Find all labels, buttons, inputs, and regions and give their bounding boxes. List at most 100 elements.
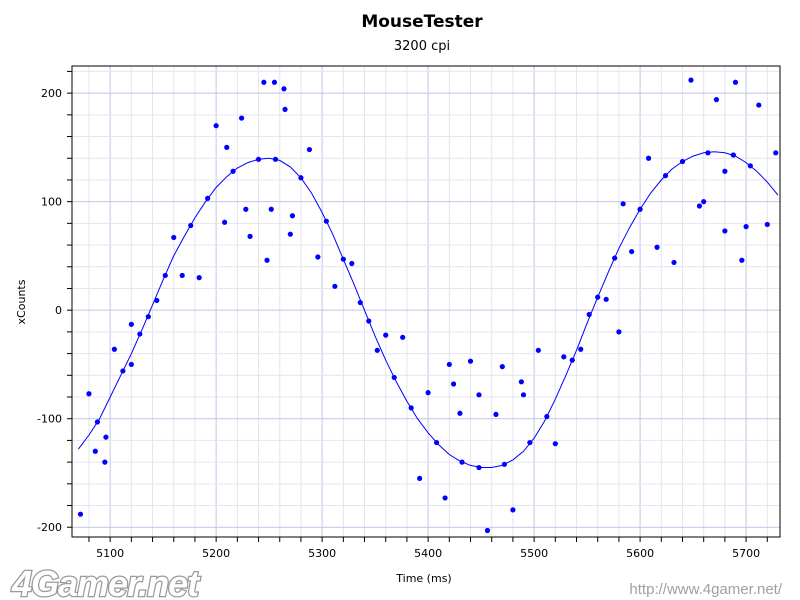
data-point <box>154 297 160 304</box>
data-point <box>213 123 219 129</box>
data-point <box>705 150 711 156</box>
data-point <box>282 106 288 113</box>
data-point <box>111 346 117 352</box>
watermark-logo: 4Gamer.net <box>11 563 201 600</box>
data-point <box>298 175 304 181</box>
data-point <box>433 439 440 446</box>
data-point <box>306 146 313 153</box>
data-point <box>467 358 474 364</box>
data-point <box>493 411 499 417</box>
data-point <box>171 234 177 241</box>
data-point <box>374 347 380 353</box>
data-point <box>264 257 270 263</box>
data-point <box>255 156 262 162</box>
data-point <box>247 233 253 239</box>
data-point <box>586 311 592 318</box>
data-point <box>612 255 618 261</box>
data-point <box>289 213 296 219</box>
x-tick-label: 5400 <box>414 547 442 560</box>
data-point <box>722 168 728 174</box>
data-point <box>391 374 397 381</box>
data-point <box>400 334 406 340</box>
plot-area <box>77 77 779 534</box>
x-tick-label: 5200 <box>202 547 230 560</box>
plot-frame <box>71 65 781 538</box>
chart-subtitle: 3200 cpi <box>394 39 450 54</box>
data-point <box>501 461 508 467</box>
data-point <box>561 354 567 360</box>
data-point <box>696 203 703 209</box>
data-point <box>510 507 516 513</box>
y-tick-label: 0 <box>55 304 62 317</box>
data-point <box>271 79 278 85</box>
data-point <box>222 219 228 225</box>
data-point <box>654 244 660 250</box>
series-line <box>78 151 779 468</box>
data-point <box>484 527 491 534</box>
data-point <box>722 228 728 234</box>
data-point <box>383 332 389 338</box>
data-point <box>603 296 609 302</box>
data-point <box>287 231 293 237</box>
data-point <box>629 248 635 255</box>
x-tick-label: 5300 <box>308 547 336 560</box>
data-point <box>476 392 482 398</box>
y-tick-label: 200 <box>41 87 62 100</box>
data-point <box>578 346 584 352</box>
x-tick-label: 5700 <box>732 547 760 560</box>
data-point <box>162 272 168 279</box>
data-point <box>671 259 677 266</box>
data-point <box>120 368 126 374</box>
y-tick-label: -100 <box>37 413 62 426</box>
data-point <box>743 224 749 230</box>
data-point <box>552 441 558 447</box>
axis-ticks: 5100 5200 5300 5400 5500 5600 5700 -200 -100 0 100… <box>37 70 768 560</box>
data-point <box>366 318 372 324</box>
data-point <box>425 390 431 396</box>
data-point <box>128 361 134 368</box>
data-point <box>457 410 463 416</box>
data-point <box>520 392 527 398</box>
data-point <box>94 419 101 425</box>
data-point <box>102 459 108 465</box>
data-point <box>459 459 465 465</box>
data-point <box>713 97 720 103</box>
data-point <box>616 329 622 335</box>
x-axis-label: Time (ms) <box>395 572 451 585</box>
data-point <box>476 464 482 471</box>
data-point <box>450 381 457 387</box>
data-point <box>544 413 550 420</box>
data-point <box>637 206 643 212</box>
data-point <box>205 195 211 202</box>
grid <box>72 66 780 537</box>
data-point <box>128 321 134 327</box>
data-point <box>179 272 185 279</box>
data-point <box>764 221 770 228</box>
data-point <box>315 254 321 260</box>
data-point <box>103 434 109 440</box>
data-point <box>732 79 739 85</box>
data-point <box>86 391 92 397</box>
data-point <box>730 152 736 158</box>
data-point <box>196 275 202 281</box>
series-group <box>77 77 779 534</box>
y-tick-label: 100 <box>41 196 62 209</box>
data-point <box>417 475 423 481</box>
data-point <box>747 163 753 169</box>
data-point <box>332 283 338 289</box>
data-point <box>323 218 329 224</box>
data-point <box>77 511 84 517</box>
data-point <box>349 260 355 267</box>
data-point <box>535 347 541 353</box>
data-point <box>595 294 601 300</box>
data-point <box>739 257 745 263</box>
data-point <box>224 144 230 150</box>
data-point <box>408 405 414 411</box>
data-point <box>230 168 236 174</box>
data-point <box>499 364 505 370</box>
data-point <box>569 357 575 363</box>
data-point <box>243 206 249 212</box>
y-tick-label: -200 <box>37 521 62 534</box>
data-point <box>773 150 779 156</box>
